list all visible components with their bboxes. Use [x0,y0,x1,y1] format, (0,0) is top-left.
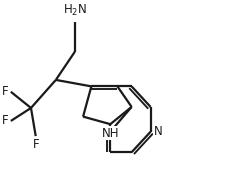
Text: F: F [32,138,39,151]
Text: F: F [2,114,9,127]
Text: N: N [153,125,162,138]
Text: NH: NH [102,127,119,140]
Text: H$_2$N: H$_2$N [63,3,87,18]
Text: F: F [2,85,9,98]
